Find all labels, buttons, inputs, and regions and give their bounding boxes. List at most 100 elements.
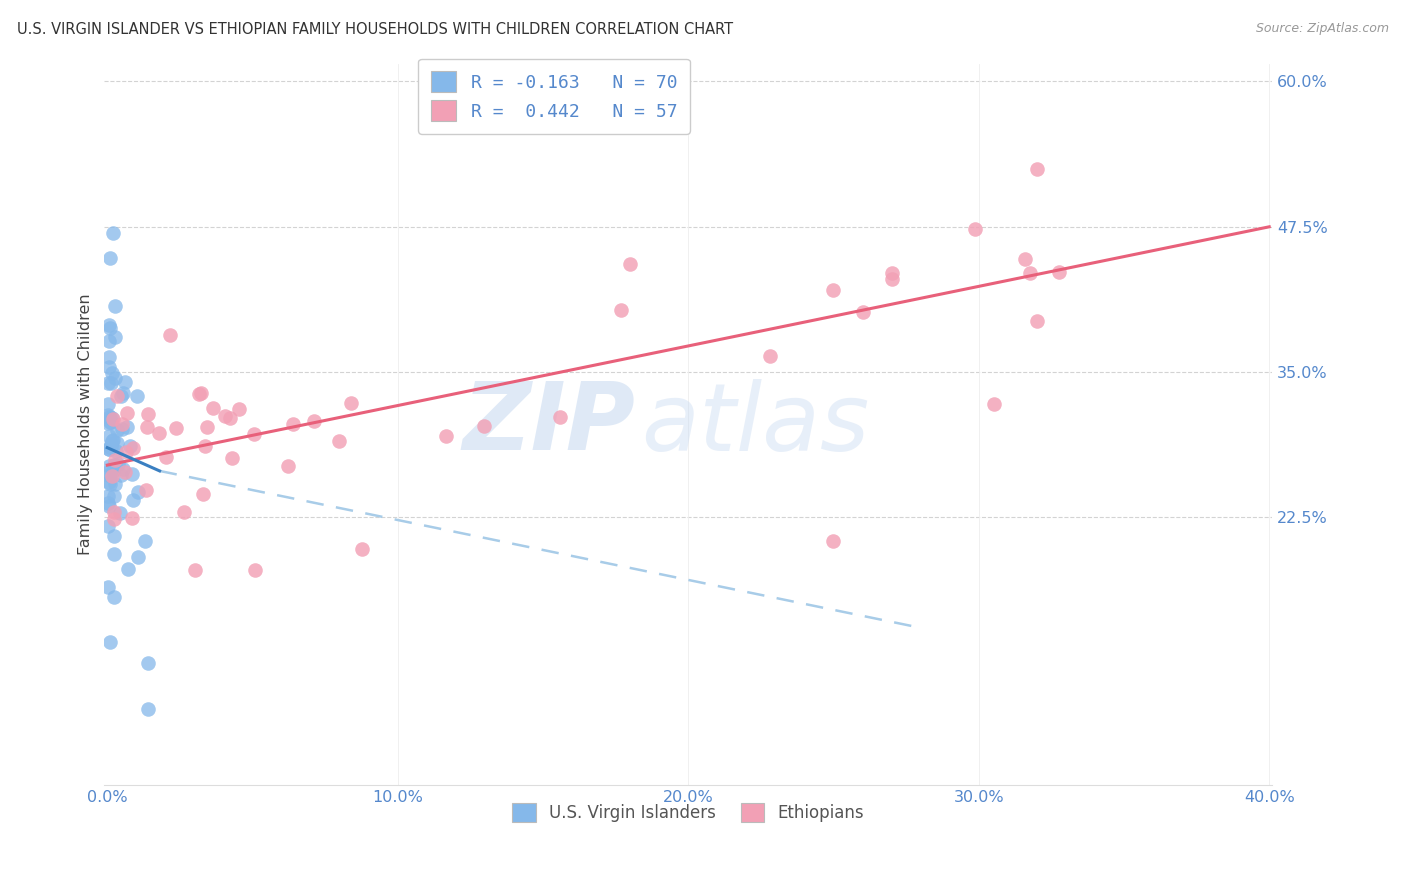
Point (97, 350, 120, 364)
Point (173, 505, 195, 519)
Point (184, 563, 207, 577)
Point (136, 656, 159, 670)
Point (104, 299, 127, 313)
Point (136, 420, 159, 434)
Point (97, 410, 120, 425)
Point (202, 401, 225, 415)
Point (548, 410, 571, 425)
Y-axis label: Family Households with Children: Family Households with Children (79, 293, 93, 555)
Point (97, 376, 120, 390)
Point (105, 423, 128, 437)
Point (155, 450, 177, 464)
Point (277, 458, 299, 473)
Point (111, 385, 134, 400)
Point (100, 410, 122, 425)
Point (148, 426, 170, 441)
Point (105, 389, 128, 403)
Point (1025, 161, 1047, 176)
Point (1025, 314, 1047, 328)
Point (98, 321, 121, 335)
Point (1047, 265, 1070, 279)
Point (104, 371, 127, 385)
Point (104, 329, 127, 343)
Point (103, 464, 125, 478)
Point (97, 500, 120, 514)
Point (97, 580, 120, 594)
Point (963, 222, 986, 236)
Point (219, 411, 242, 425)
Point (110, 468, 132, 483)
Point (111, 461, 134, 475)
Point (165, 421, 187, 435)
Point (97, 408, 120, 422)
Point (101, 433, 124, 447)
Point (118, 439, 141, 453)
Point (97, 518, 120, 533)
Point (117, 562, 139, 576)
Point (138, 407, 160, 421)
Point (472, 419, 495, 434)
Point (823, 283, 845, 297)
Point (983, 397, 1005, 411)
Text: Source: ZipAtlas.com: Source: ZipAtlas.com (1256, 22, 1389, 36)
Point (340, 396, 363, 410)
Point (98, 442, 121, 456)
Point (103, 505, 125, 519)
Point (98, 468, 121, 483)
Point (114, 375, 136, 389)
Point (214, 409, 236, 423)
Point (434, 429, 457, 443)
Point (100, 440, 122, 454)
Point (191, 487, 214, 501)
Point (302, 414, 325, 428)
Point (115, 445, 138, 459)
Point (880, 272, 903, 286)
Point (221, 451, 243, 466)
Point (243, 427, 266, 442)
Point (111, 417, 134, 431)
Point (136, 702, 159, 716)
Point (97, 416, 120, 430)
Point (100, 434, 122, 448)
Point (823, 533, 845, 548)
Point (97, 465, 120, 479)
Point (121, 510, 143, 524)
Point (110, 389, 132, 403)
Text: U.S. VIRGIN ISLANDER VS ETHIOPIAN FAMILY HOUSEHOLDS WITH CHILDREN CORRELATION CH: U.S. VIRGIN ISLANDER VS ETHIOPIAN FAMILY… (17, 22, 733, 37)
Point (194, 439, 217, 453)
Point (97, 318, 120, 332)
Point (98, 429, 121, 443)
Point (100, 437, 122, 451)
Point (101, 226, 124, 240)
Point (98, 334, 121, 348)
Point (100, 477, 122, 491)
Point (350, 542, 373, 557)
Point (100, 376, 122, 390)
Point (98, 251, 121, 265)
Point (122, 441, 145, 455)
Point (190, 386, 212, 401)
Point (97, 496, 120, 510)
Point (610, 303, 633, 318)
Point (103, 489, 125, 503)
Point (101, 468, 124, 483)
Point (328, 434, 350, 448)
Point (111, 421, 134, 435)
Legend: U.S. Virgin Islanders, Ethiopians: U.S. Virgin Islanders, Ethiopians (503, 795, 873, 830)
Point (103, 590, 125, 604)
Point (127, 485, 149, 500)
Point (114, 465, 136, 479)
Point (103, 458, 125, 472)
Point (103, 412, 125, 426)
Point (127, 549, 149, 564)
Point (101, 366, 124, 380)
Point (97, 475, 120, 490)
Point (103, 547, 125, 561)
Point (115, 420, 138, 434)
Point (97, 397, 120, 411)
Point (110, 506, 132, 520)
Point (107, 458, 129, 472)
Point (98, 440, 121, 454)
Point (98, 360, 121, 375)
Point (104, 453, 127, 467)
